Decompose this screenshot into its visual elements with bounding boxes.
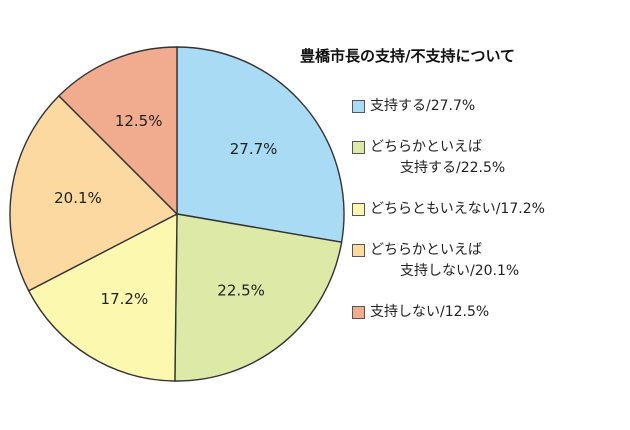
slice-value-label-2: 22.5% [217,282,265,300]
pie-slice-4 [9,94,179,292]
legend-label-1-line-1: 支持する/27.7% [370,98,476,114]
chart-title: 豊橋市長の支持/不支持について [300,47,516,65]
pie-slice-2 [174,213,343,382]
pie-slice-5 [57,46,178,216]
legend-label-2-line-2: 支持する/22.5% [400,160,506,176]
slice-value-label-5: 12.5% [115,112,163,130]
legend-swatch-2 [352,141,365,154]
slice-value-label-1: 27.7% [230,140,278,158]
legend-label-4-line-1: どちらかといえば [370,242,482,258]
legend-swatch-3 [352,203,365,216]
pie-slice-3 [27,212,178,382]
legend-label-5-line-1: 支持しない/12.5% [370,304,490,320]
legend-item-4: どちらかといえば支持しない/20.1% [352,240,627,282]
pie-value-labels: 27.7% 22.5% 17.2% 20.1% 12.5% [54,112,277,308]
legend-item-1: 支持する/27.7% [352,96,627,117]
legend-swatch-5 [352,306,365,319]
legend-label-3-line-1: どちらともいえない/17.2% [370,201,545,217]
legend-label-2-line-1: どちらかといえば [370,139,482,155]
pie-slice-1 [176,46,345,244]
pie-slices [9,46,345,382]
legend-swatch-4 [352,244,365,257]
slice-value-label-4: 20.1% [54,189,102,207]
legend: 支持する/27.7% どちらかといえば 支持する/22.5% どちらともいえない/17… [352,96,627,343]
legend-item-2: どちらかといえば支持する/22.5% [352,137,627,179]
slice-value-label-3: 17.2% [101,290,149,308]
legend-swatch-1 [352,100,365,113]
legend-label-4-line-2: 支持しない/20.1% [400,263,520,279]
legend-item-5: 支持しない/12.5% [352,302,627,323]
legend-item-3: どちらともいえない/17.2% [352,199,627,220]
